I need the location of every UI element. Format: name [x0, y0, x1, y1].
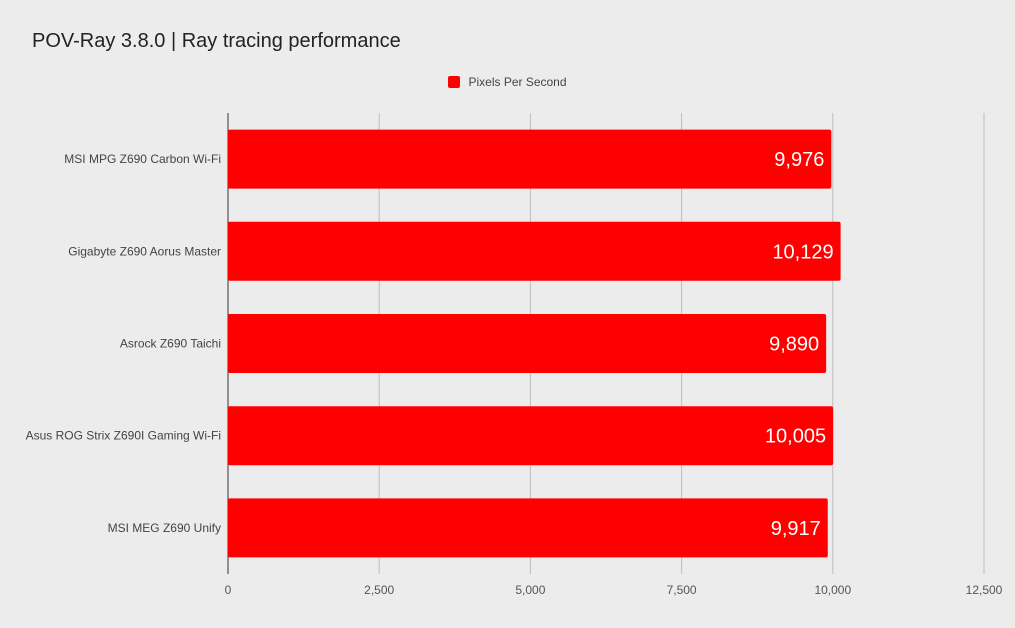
x-tick-label: 2,500	[364, 583, 394, 597]
legend-swatch	[448, 76, 461, 88]
x-tick-label: 10,000	[814, 583, 851, 597]
data-label: 9,890	[769, 334, 819, 356]
bar	[228, 313, 827, 374]
category-label: MSI MEG Z690 Unify	[108, 521, 221, 535]
data-label: 10,129	[772, 241, 833, 263]
category-label: Asrock Z690 Taichi	[120, 337, 221, 351]
category-label: Asus ROG Strix Z690I Gaming Wi-Fi	[26, 429, 221, 443]
data-label: 9,917	[771, 518, 821, 540]
x-tick-label: 7,500	[667, 583, 697, 597]
bar	[228, 221, 841, 281]
data-label: 9,976	[774, 149, 824, 171]
bar	[228, 498, 828, 558]
category-label: MSI MPG Z690 Carbon Wi-Fi	[64, 152, 221, 166]
bar	[228, 406, 834, 466]
chart-title: POV-Ray 3.8.0 | Ray tracing performance	[32, 30, 401, 52]
legend-label: Pixels Per Second	[468, 75, 567, 89]
category-label: Gigabyte Z690 Aorus Master	[68, 244, 221, 258]
legend: Pixels Per Second	[0, 75, 1015, 89]
bar	[228, 129, 832, 189]
x-tick-label: 5,000	[515, 583, 545, 597]
x-tick-label: 0	[225, 583, 232, 597]
x-tick-label: 12,500	[966, 583, 1003, 597]
data-label: 10,005	[765, 426, 826, 448]
